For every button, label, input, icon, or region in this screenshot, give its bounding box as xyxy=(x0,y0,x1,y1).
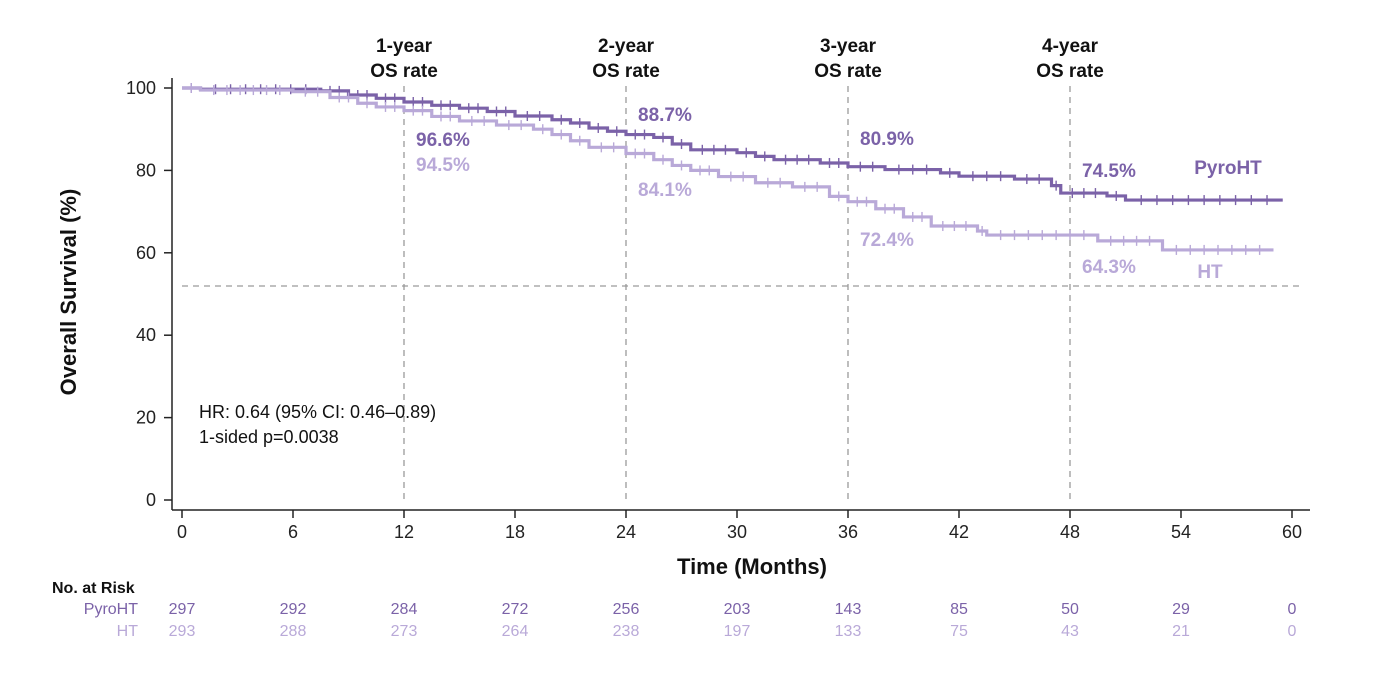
x-tick-label-30: 30 xyxy=(727,522,747,542)
risk-row-label-pyroht: PyroHT xyxy=(84,601,138,618)
os-rate-label-ht-36: 72.4% xyxy=(860,230,914,251)
risk-count-pyro: 292 xyxy=(280,601,307,618)
risk-count-ht: 273 xyxy=(391,623,418,640)
x-tick-label-6: 6 xyxy=(288,522,298,542)
risk-count-pyro: 143 xyxy=(835,601,862,618)
os-rate-label-ht-48: 64.3% xyxy=(1082,257,1136,278)
year-header-line2-1: OS rate xyxy=(370,61,438,82)
risk-count-ht: 264 xyxy=(502,623,529,640)
y-tick-label-60: 60 xyxy=(136,243,156,263)
series-label-ht: HT xyxy=(1197,262,1223,283)
hazard-ratio-text: HR: 0.64 (95% CI: 0.46–0.89) xyxy=(199,402,436,422)
year-header-line1-2: 2-year xyxy=(598,36,655,57)
axes-layer: 0 20 40 60 80 100 0 6 12 18 24 30 36 42 48 54 60 xyxy=(126,78,1310,542)
x-tick-label-42: 42 xyxy=(949,522,969,542)
x-tick-label-48: 48 xyxy=(1060,522,1080,542)
os-rate-label-pyro-48: 74.5% xyxy=(1082,161,1136,182)
x-tick-label-36: 36 xyxy=(838,522,858,542)
x-tick-label-60: 60 xyxy=(1282,522,1302,542)
os-rate-label-ht-12: 94.5% xyxy=(416,155,470,176)
x-axis-title: Time (Months) xyxy=(677,554,827,579)
labels-layer: 1-year OS rate 2-year OS rate 3-year OS rate 4… xyxy=(370,36,1136,278)
y-axis-title: Overall Survival (%) xyxy=(56,189,81,396)
os-rate-label-pyro-24: 88.7% xyxy=(638,105,692,126)
risk-count-pyro: 284 xyxy=(391,601,418,618)
risk-count-pyro: 50 xyxy=(1061,601,1079,618)
risk-count-pyro: 0 xyxy=(1288,601,1297,618)
series-layer xyxy=(182,83,1283,255)
risk-count-ht: 293 xyxy=(169,623,196,640)
year-header-line1-3: 3-year xyxy=(820,36,877,57)
y-tick-label-80: 80 xyxy=(136,160,156,180)
year-header-line2-2: OS rate xyxy=(592,61,660,82)
series-line-ht xyxy=(182,86,1274,252)
risk-count-pyro: 272 xyxy=(502,601,529,618)
x-tick-label-18: 18 xyxy=(505,522,525,542)
y-tick-label-40: 40 xyxy=(136,325,156,345)
os-rate-label-pyro-36: 80.9% xyxy=(860,129,914,150)
y-tick-label-100: 100 xyxy=(126,78,156,98)
risk-count-ht: 238 xyxy=(613,623,640,640)
risk-count-ht: 133 xyxy=(835,623,862,640)
risk-table-title: No. at Risk xyxy=(52,580,135,597)
year-header-line1-4: 4-year xyxy=(1042,36,1099,57)
y-tick-label-0: 0 xyxy=(146,490,156,510)
x-tick-label-0: 0 xyxy=(177,522,187,542)
os-rate-label-pyro-12: 96.6% xyxy=(416,130,470,151)
risk-count-ht: 0 xyxy=(1288,623,1297,640)
risk-count-pyro: 85 xyxy=(950,601,968,618)
year-header-line1-1: 1-year xyxy=(376,36,433,57)
year-header-line2-4: OS rate xyxy=(1036,61,1104,82)
year-header-line2-3: OS rate xyxy=(814,61,882,82)
risk-count-pyro: 256 xyxy=(613,601,640,618)
series-label-pyroht: PyroHT xyxy=(1194,158,1262,179)
risk-count-pyro: 29 xyxy=(1172,601,1190,618)
risk-count-ht: 21 xyxy=(1172,623,1190,640)
risk-count-ht: 75 xyxy=(950,623,968,640)
risk-table: 297 292 284 272 256 203 143 85 50 29 0 293 288 273 264… xyxy=(169,601,1297,640)
x-tick-label-12: 12 xyxy=(394,522,414,542)
risk-count-ht: 288 xyxy=(280,623,307,640)
risk-count-ht: 43 xyxy=(1061,623,1079,640)
risk-count-ht: 197 xyxy=(724,623,751,640)
x-tick-label-54: 54 xyxy=(1171,522,1191,542)
risk-count-pyro: 203 xyxy=(724,601,751,618)
y-tick-label-20: 20 xyxy=(136,408,156,428)
p-value-text: 1-sided p=0.0038 xyxy=(199,427,339,447)
risk-row-label-ht: HT xyxy=(117,623,139,640)
x-tick-label-24: 24 xyxy=(616,522,636,542)
reference-lines-layer xyxy=(182,86,1303,500)
os-rate-label-ht-24: 84.1% xyxy=(638,180,692,201)
risk-count-pyro: 297 xyxy=(169,601,196,618)
series-line-pyro xyxy=(182,86,1283,202)
